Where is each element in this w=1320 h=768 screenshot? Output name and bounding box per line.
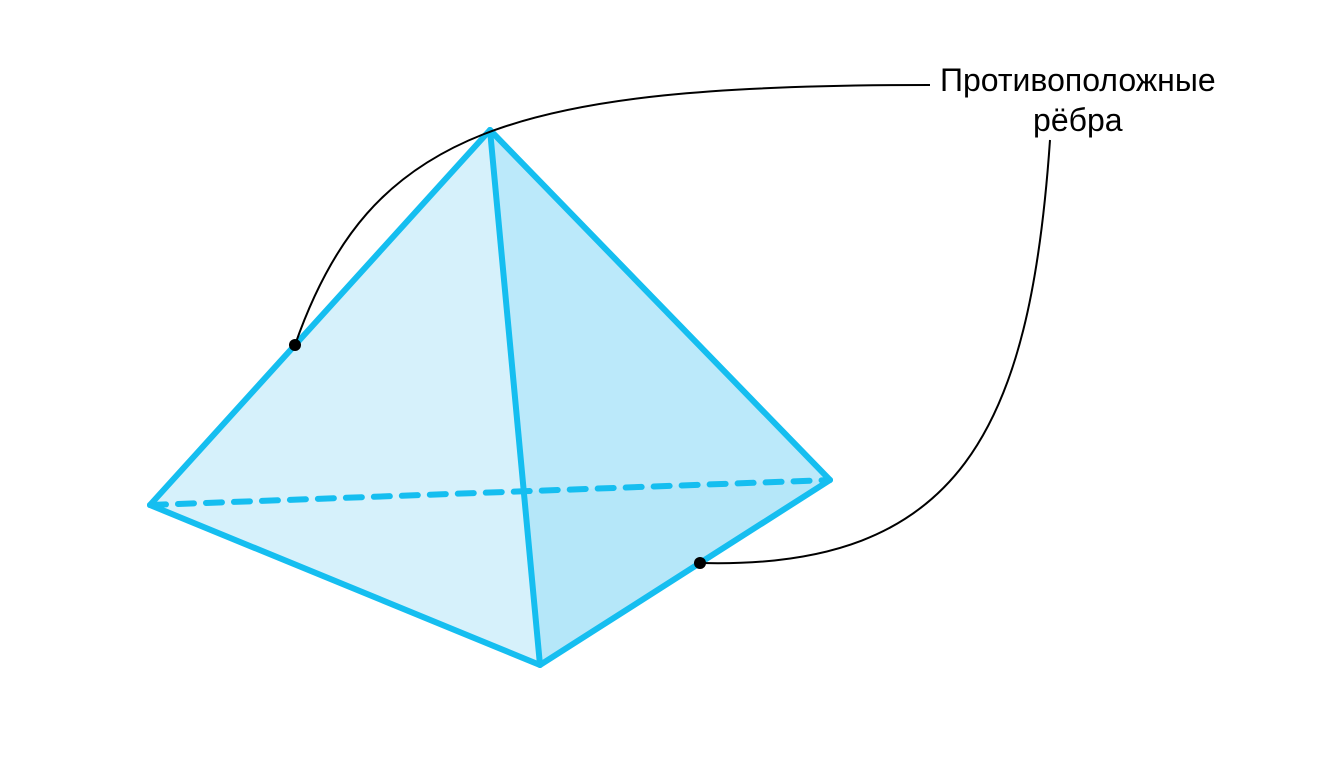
annotation-label-line1: Противоположные [940,60,1216,100]
tetrahedron-diagram: Противоположные рёбра [0,0,1320,768]
annotation-label: Противоположные рёбра [940,60,1216,140]
annotation-label-line2: рёбра [940,100,1216,140]
